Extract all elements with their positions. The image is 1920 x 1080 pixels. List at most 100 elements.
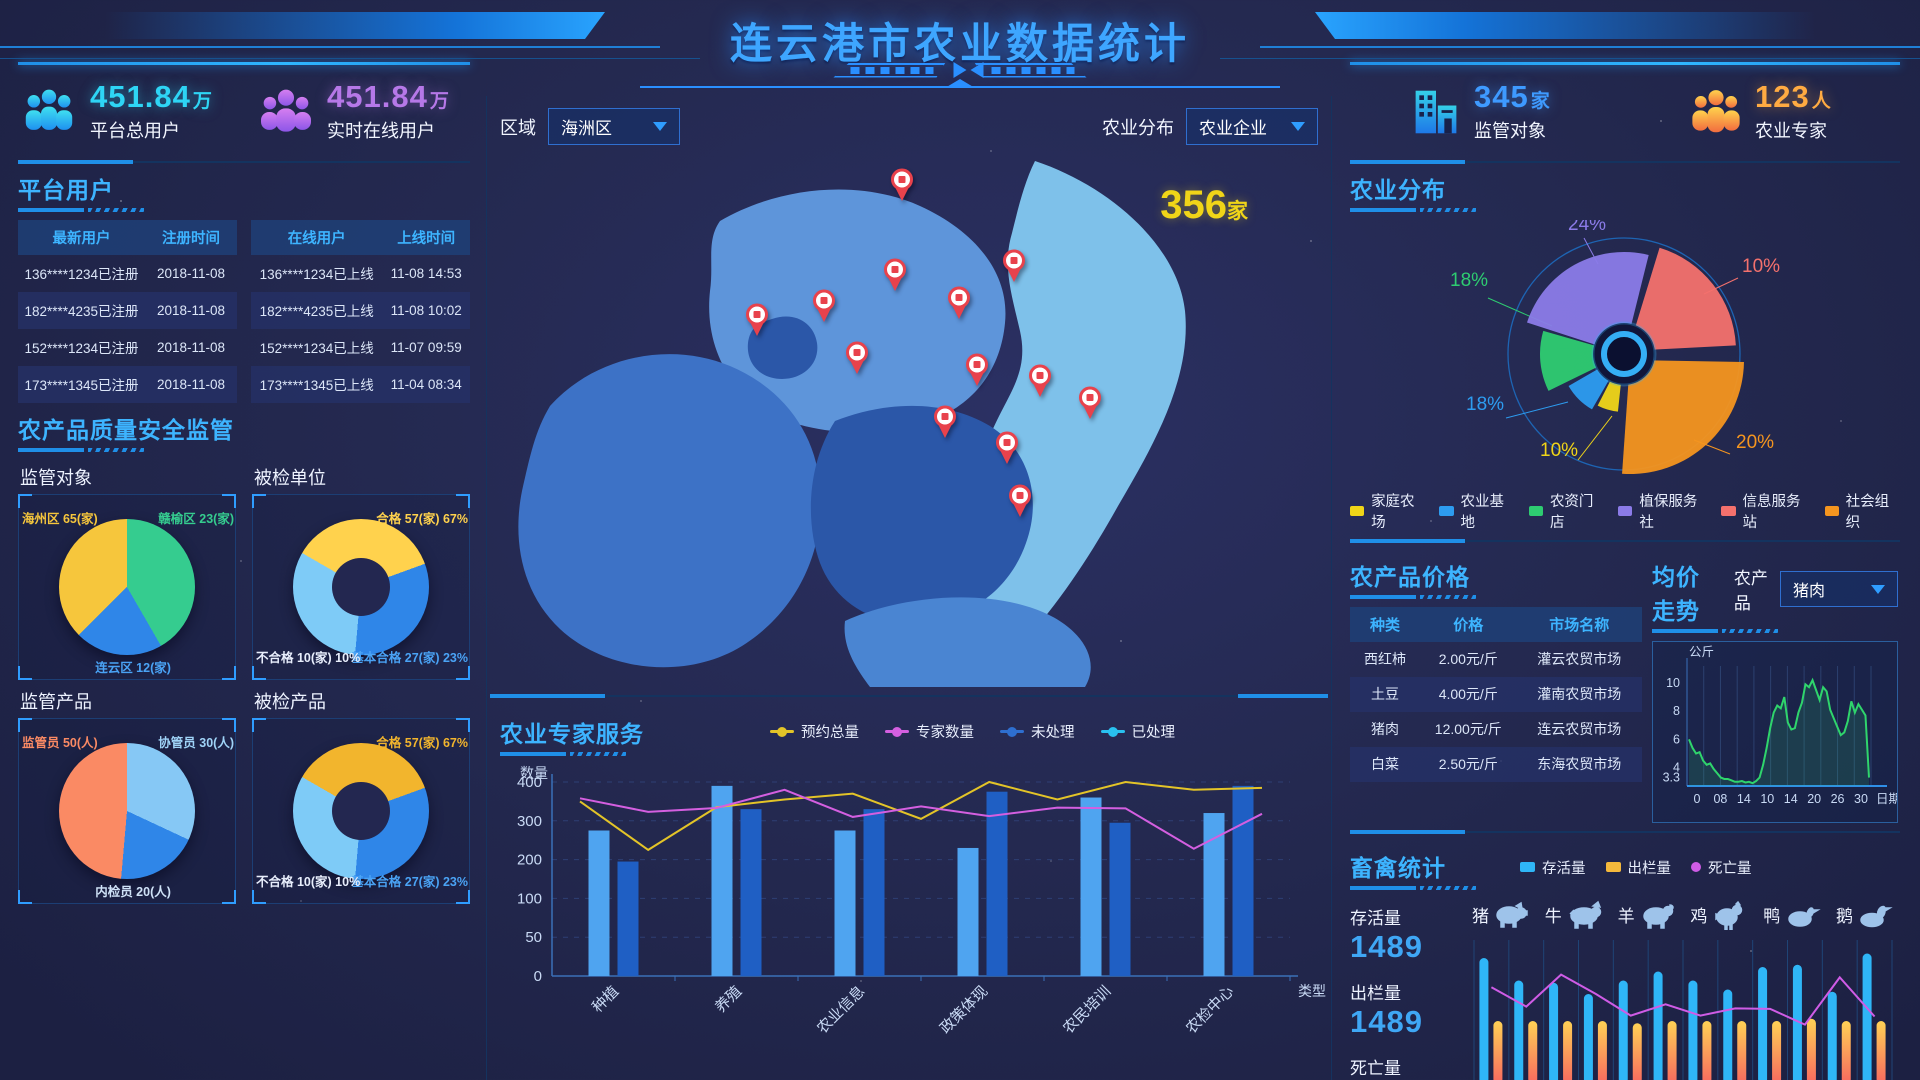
legend-item[interactable]: 预约总量 [770, 721, 859, 742]
divider [1350, 538, 1900, 543]
legend-item[interactable]: 出栏量 [1605, 857, 1671, 878]
legend-item[interactable]: 已处理 [1100, 721, 1175, 742]
legend-label: 预约总量 [801, 725, 859, 741]
legend-item[interactable]: 农业基地 [1439, 490, 1514, 532]
table-cell: 11-04 08:34 [390, 376, 462, 392]
table-cell: 2018-11-08 [156, 376, 226, 392]
divider [18, 159, 470, 164]
section-title-livestock: 畜禽统计 [1350, 854, 1446, 881]
column-header: 在线用户 [287, 230, 346, 247]
product-select[interactable]: 猪肉 [1780, 571, 1898, 608]
animal-icon [1642, 903, 1674, 929]
legend-item[interactable]: 农资门店 [1528, 490, 1604, 532]
legend-item[interactable]: 植保服务社 [1618, 490, 1707, 532]
pin-icon [948, 286, 970, 319]
table-row: 白菜 2.50元/斤 东海农贸市场 [1350, 746, 1642, 782]
map-marker-pin[interactable] [889, 168, 915, 202]
region-select[interactable]: 海洲区 [548, 108, 680, 145]
table-cell: 连云农贸市场 [1537, 721, 1622, 738]
trend-header: 均价走势 农产品 猪肉 [1652, 550, 1898, 629]
distribution-select[interactable]: 农业企业 [1186, 108, 1318, 145]
header-strip-left [105, 12, 605, 39]
section-title-quality: 农产品质量安全监管 [18, 416, 234, 443]
svg-text:农检中心: 农检中心 [1183, 983, 1237, 1037]
legend-item[interactable]: 社会组织 [1824, 490, 1900, 532]
legend-swatch [1439, 505, 1454, 516]
map-marker-pin[interactable] [811, 289, 837, 323]
animal-item-鸡[interactable]: 鸡 [1690, 900, 1748, 930]
animal-icon [1860, 905, 1893, 927]
header-subline-right [1220, 58, 1920, 59]
svg-text:3.3: 3.3 [1663, 770, 1680, 784]
table-cell: 152****1234已上线 [259, 341, 374, 357]
table-cell: 11-07 09:59 [390, 339, 462, 355]
column-header: 最新用户 [52, 230, 111, 247]
price-table-section: 农产品价格 种类 价格 市场名称 西红柿 2.00元/斤 灌云农贸市场 土豆 4.00元/斤 灌… [1350, 550, 1642, 823]
svg-text:10: 10 [1760, 792, 1774, 806]
livestock-chart: 010203040506070809101112 [1468, 934, 1898, 1080]
expert-service-header: 农业专家服务 预约总量 专家数量 未处理 已处理 [490, 707, 1328, 764]
livestock-stat-value: 1489 [1350, 1003, 1423, 1039]
pin-icon [996, 431, 1018, 464]
legend-item[interactable]: 专家数量 [885, 721, 974, 742]
svg-text:18%: 18% [1450, 270, 1488, 291]
legend-swatch [1721, 505, 1736, 516]
legend-item[interactable]: 死亡量 [1691, 857, 1752, 878]
map-marker-pin[interactable] [1007, 484, 1033, 518]
left-panel: 451.84 万 平台总用户 451.84 万 实时在线用户 平台用户 [8, 62, 480, 1076]
pie-slice-label: 监管员 50(人) [22, 735, 98, 750]
legend-item[interactable]: 家庭农场 [1350, 490, 1425, 532]
animal-item-鸭[interactable]: 鸭 [1763, 900, 1821, 930]
map-marker-pin[interactable] [882, 258, 908, 292]
map-marker-pin[interactable] [994, 431, 1020, 465]
legend-item[interactable]: 未处理 [1000, 721, 1075, 742]
pie-slice-label: 基本合格 27(家) 23% [351, 874, 468, 889]
users-icon [25, 89, 73, 130]
svg-text:50: 50 [525, 929, 542, 946]
map-region-west [518, 354, 821, 668]
map-marker-pin[interactable] [946, 286, 972, 320]
animal-item-牛[interactable]: 牛 [1545, 900, 1603, 930]
map-marker-pin[interactable] [964, 353, 990, 387]
legend-swatch [885, 726, 909, 737]
section-title-platform-users: 平台用户 [18, 176, 114, 203]
legend-item[interactable]: 存活量 [1520, 857, 1586, 878]
experts-icon [1692, 89, 1740, 133]
animal-item-鹅[interactable]: 鹅 [1836, 900, 1894, 930]
map-marker-pin[interactable] [1027, 364, 1053, 398]
animal-item-羊[interactable]: 羊 [1618, 900, 1676, 930]
legend-item[interactable]: 信息服务站 [1721, 490, 1810, 532]
legend-label: 未处理 [1031, 725, 1075, 741]
table-cell: 东海农贸市场 [1537, 756, 1622, 773]
left-panel-topline [18, 62, 470, 65]
map-marker-pin[interactable] [744, 303, 770, 337]
table-cell: 173****1345已注册 [24, 378, 139, 394]
pin-icon [1029, 364, 1051, 397]
svg-text:政策体现: 政策体现 [937, 983, 991, 1037]
svg-text:日期: 日期 [1876, 792, 1897, 806]
animal-item-猪[interactable]: 猪 [1472, 900, 1530, 930]
legend-swatch [1000, 726, 1024, 737]
header-subline-left [0, 58, 700, 59]
header-line-left [0, 46, 660, 48]
map-marker-pin[interactable] [932, 405, 958, 439]
legend-label: 死亡量 [1708, 860, 1752, 877]
city-map [518, 161, 1186, 687]
table-cell: 猪肉 [1371, 721, 1400, 738]
region-label: 区域 [500, 117, 536, 138]
map-marker-pin[interactable] [844, 341, 870, 375]
table-row: 猪肉 12.00元/斤 连云农贸市场 [1350, 712, 1642, 747]
map-marker-pin[interactable] [1001, 249, 1027, 283]
section-underline [500, 752, 630, 756]
stat-experts: 123 人 农业专家 [1689, 80, 1898, 143]
table-cell: 152****1234已注册 [24, 341, 139, 357]
map-marker-pin[interactable] [1077, 386, 1103, 420]
table-cell: 173****1345已上线 [259, 378, 374, 394]
divider [1350, 829, 1900, 834]
column-header: 市场名称 [1549, 616, 1610, 634]
section-title-prices: 农产品价格 [1350, 563, 1470, 590]
legend-swatch [1100, 726, 1125, 737]
table-row: 136****1234已注册 2018-11-08 [18, 255, 237, 292]
pie-slice-label: 内检员 20(人) [95, 884, 171, 899]
legend-swatch [1618, 505, 1633, 516]
